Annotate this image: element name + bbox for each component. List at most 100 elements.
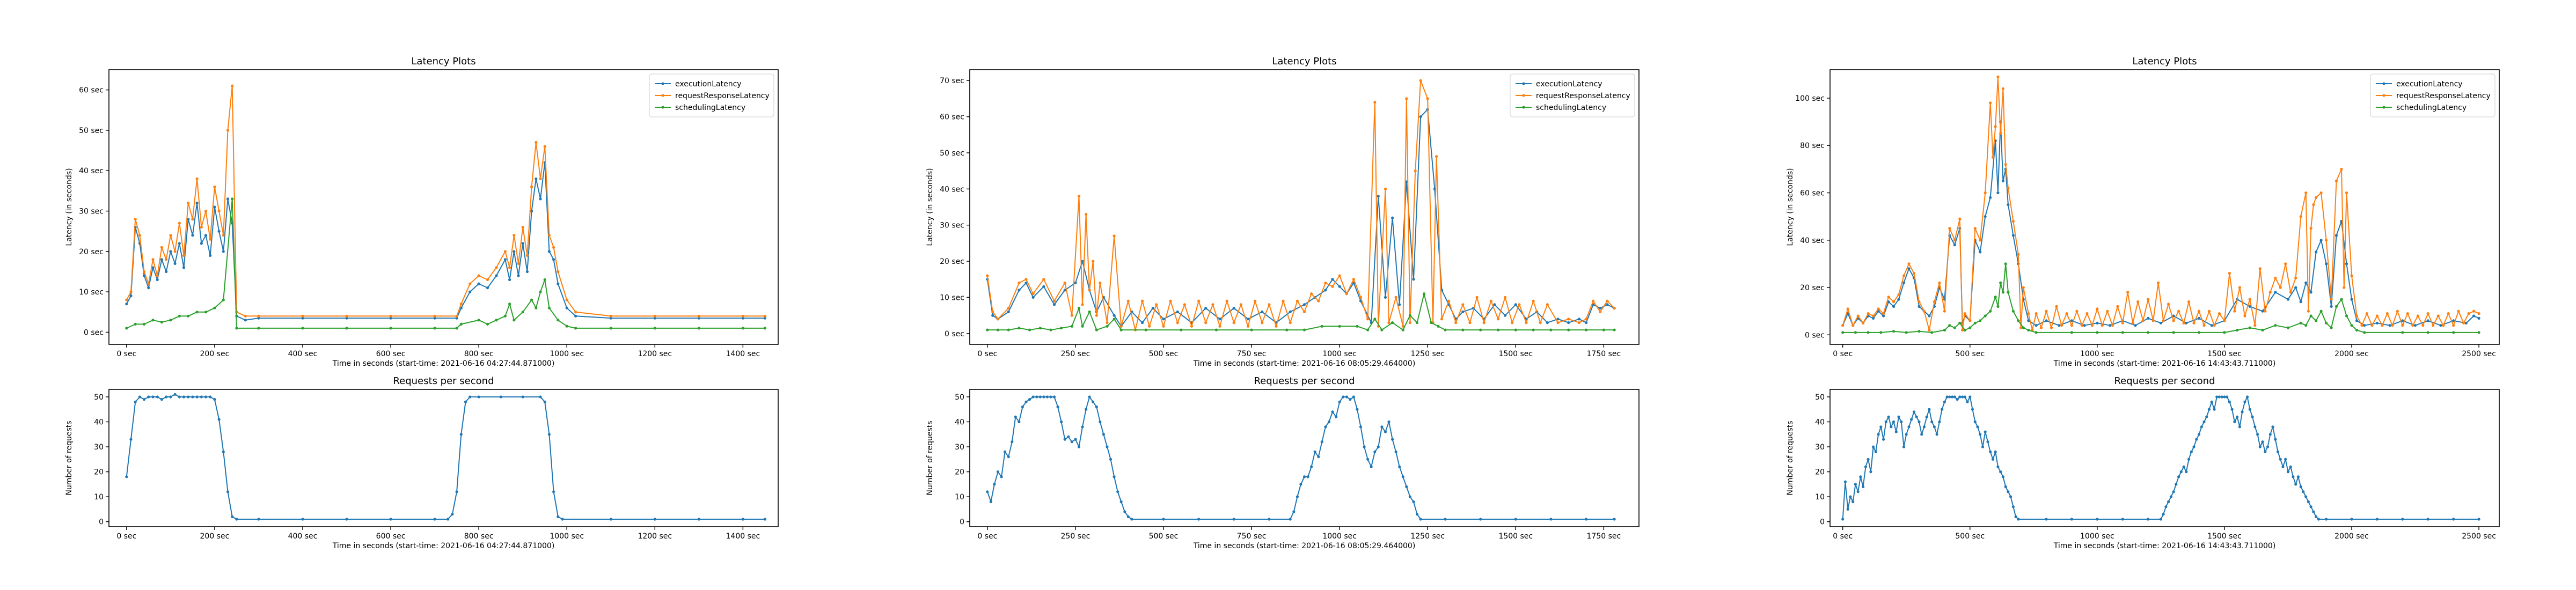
data-point xyxy=(156,395,159,399)
data-point xyxy=(1877,307,1880,311)
data-point xyxy=(1907,262,1911,266)
data-point xyxy=(195,311,199,314)
data-point xyxy=(1984,430,1987,433)
data-point xyxy=(1285,328,1289,331)
data-point xyxy=(1380,328,1384,331)
data-point xyxy=(178,395,181,399)
data-point xyxy=(173,250,177,253)
data-point xyxy=(301,314,304,318)
data-point xyxy=(2004,163,2007,166)
data-point xyxy=(165,395,168,399)
data-point xyxy=(1408,495,1411,498)
x-tick-label: 2500 sec xyxy=(2462,350,2496,358)
data-point xyxy=(1310,292,1313,296)
data-point xyxy=(1897,293,1900,296)
data-point xyxy=(2426,312,2429,315)
data-point xyxy=(2413,324,2417,327)
data-point xyxy=(1310,465,1313,468)
x-tick-label: 1500 sec xyxy=(1498,532,1533,541)
data-point xyxy=(2452,518,2455,521)
data-point xyxy=(1077,195,1081,198)
data-point xyxy=(486,286,489,290)
data-point xyxy=(1356,408,1359,411)
data-point xyxy=(2261,309,2264,313)
data-point xyxy=(2284,262,2287,266)
data-point xyxy=(1999,470,2002,474)
data-point xyxy=(2447,312,2450,315)
legend-marker xyxy=(661,82,664,85)
data-point xyxy=(2182,321,2185,324)
data-point xyxy=(2477,331,2480,334)
y-tick-label: 0 sec xyxy=(945,330,964,338)
data-point xyxy=(2464,321,2468,324)
data-point xyxy=(2261,328,2264,332)
y-tick-label: 30 xyxy=(94,443,104,452)
data-point xyxy=(1414,169,1417,173)
data-point xyxy=(1958,321,1962,324)
data-point xyxy=(226,129,230,132)
data-point xyxy=(1306,475,1309,478)
chart-title: Requests per second xyxy=(393,375,494,387)
series-line xyxy=(986,109,1615,327)
data-point xyxy=(2238,286,2241,289)
data-point xyxy=(1162,318,1165,321)
data-point xyxy=(301,327,304,330)
chart-panel: Latency Plots 0 sec 500 sec 1000 sec 1500 se… xyxy=(1786,56,2500,368)
data-point xyxy=(552,246,555,249)
x-axis-label: Time in seconds (start-time: 2021-06-16 … xyxy=(2053,542,2276,550)
data-point xyxy=(1585,328,1588,331)
data-point xyxy=(508,266,511,269)
legend-frame xyxy=(2370,73,2496,117)
data-point xyxy=(1996,75,2000,78)
data-point xyxy=(257,327,260,330)
data-point xyxy=(1892,305,1896,308)
data-point xyxy=(1961,395,1964,399)
data-point xyxy=(1327,420,1330,424)
data-point xyxy=(1063,281,1066,285)
data-point xyxy=(1468,321,1472,324)
data-point xyxy=(2147,518,2150,521)
data-point xyxy=(513,250,516,253)
data-point xyxy=(1968,395,1972,399)
data-point xyxy=(1067,435,1070,439)
data-point xyxy=(2307,500,2310,504)
data-point xyxy=(1419,518,1422,521)
y-axis-label: Latency (in seconds) xyxy=(1786,168,1795,246)
data-point xyxy=(2312,203,2315,206)
data-point xyxy=(2472,314,2476,318)
data-point xyxy=(1320,324,1323,328)
data-point xyxy=(2011,219,2015,223)
chart-panel: Latency Plots 0 sec 250 sec 500 sec 750 sec 1… xyxy=(926,56,1640,368)
x-tick-label: 2500 sec xyxy=(2462,532,2496,541)
data-point xyxy=(1095,328,1098,331)
data-point xyxy=(1444,328,1447,331)
y-tick-label: 40 xyxy=(94,418,104,427)
data-point xyxy=(1907,267,1911,270)
data-point xyxy=(1854,331,1857,334)
data-point xyxy=(2268,433,2272,436)
data-point xyxy=(2281,465,2285,468)
data-point xyxy=(1953,244,1956,247)
data-point xyxy=(1387,420,1391,424)
data-point xyxy=(552,490,555,493)
data-point xyxy=(2121,331,2124,334)
data-point xyxy=(486,278,489,282)
data-point xyxy=(1994,296,1997,299)
data-point xyxy=(2363,324,2366,327)
data-point xyxy=(1856,490,1860,493)
data-point xyxy=(1991,458,1995,461)
x-tick-label: 750 sec xyxy=(1237,350,1267,358)
data-point xyxy=(1204,307,1208,310)
data-point xyxy=(996,318,1000,321)
x-tick-label: 750 sec xyxy=(1237,532,1267,541)
data-point xyxy=(204,311,208,314)
data-point xyxy=(1387,321,1391,324)
data-point xyxy=(1973,321,1977,324)
data-point xyxy=(1996,191,2000,195)
data-point xyxy=(1989,309,1992,313)
data-point xyxy=(244,314,247,318)
data-point xyxy=(2147,298,2150,301)
data-point xyxy=(609,314,612,318)
data-point xyxy=(741,314,744,318)
legend: executionLatency requestResponseLatency sc… xyxy=(1510,73,1635,117)
